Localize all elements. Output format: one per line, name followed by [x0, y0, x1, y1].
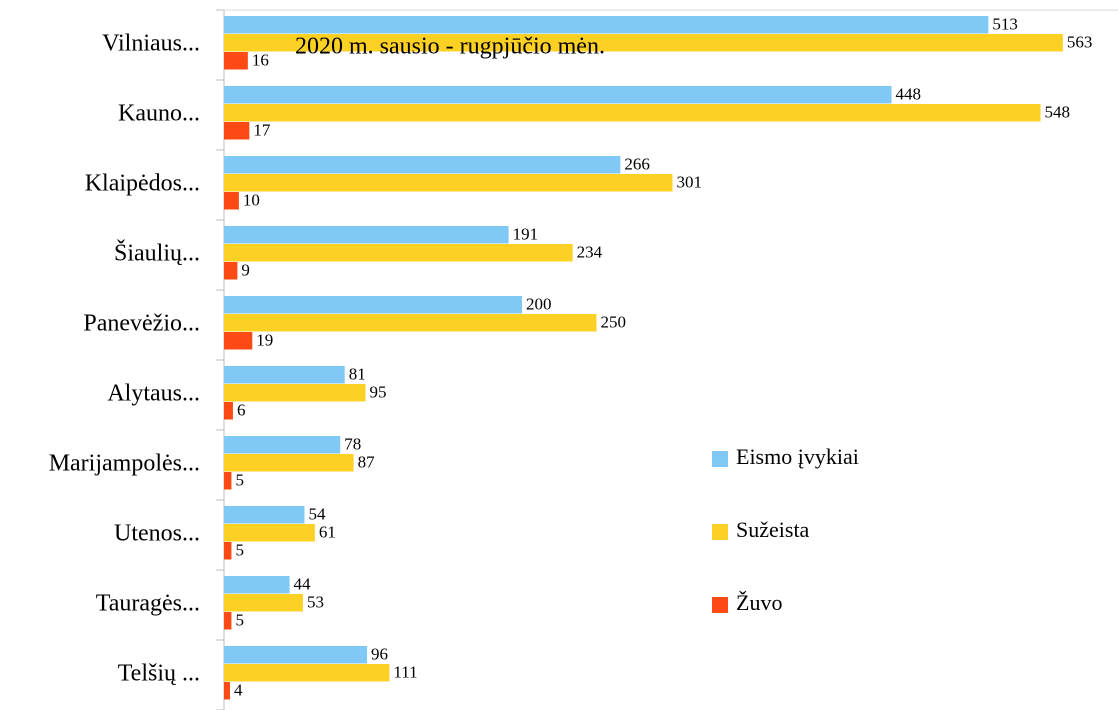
data-label: 54	[308, 505, 326, 524]
data-label: 111	[393, 663, 417, 682]
data-label: 10	[243, 191, 260, 210]
data-label: 44	[294, 575, 312, 594]
data-label: 448	[896, 85, 922, 104]
bar	[224, 594, 303, 612]
data-label: 548	[1045, 103, 1071, 122]
bar	[224, 226, 509, 244]
legend-swatch	[712, 451, 728, 467]
data-label: 234	[577, 243, 603, 262]
bar	[224, 104, 1041, 122]
data-label: 5	[235, 611, 244, 630]
data-label: 81	[349, 365, 366, 384]
bar	[224, 244, 573, 262]
data-label: 16	[252, 51, 269, 70]
y-tick-label: Telšių ...	[118, 661, 200, 687]
data-label: 61	[319, 523, 336, 542]
data-label: 53	[307, 593, 324, 612]
bar	[224, 34, 1063, 52]
data-label: 96	[371, 645, 388, 664]
bar	[224, 402, 233, 420]
data-label: 301	[676, 173, 702, 192]
y-tick-label: Klaipėdos...	[85, 171, 200, 197]
bar	[224, 682, 230, 700]
bar	[224, 314, 597, 332]
data-label: 87	[358, 453, 376, 472]
y-tick-label: Marijampolės...	[49, 451, 200, 477]
bar	[224, 122, 250, 140]
bar	[224, 16, 989, 34]
bar	[224, 524, 315, 542]
data-label: 250	[601, 313, 627, 332]
bar	[224, 384, 366, 402]
bar	[224, 192, 239, 210]
data-label: 19	[256, 331, 273, 350]
data-label: 4	[234, 681, 243, 700]
bar	[224, 576, 290, 594]
bar	[224, 296, 522, 314]
y-tick-label: Alytaus...	[107, 381, 200, 407]
legend-swatch	[712, 597, 728, 613]
data-label: 6	[237, 401, 246, 420]
legend-swatch	[712, 524, 728, 540]
bar	[224, 646, 368, 664]
bar	[224, 174, 673, 192]
data-label: 5	[235, 471, 244, 490]
y-tick-label: Šiaulių...	[114, 240, 200, 267]
bar	[224, 52, 248, 70]
data-label: 200	[526, 295, 552, 314]
bar	[224, 436, 341, 454]
y-tick-label: Kauno...	[118, 101, 200, 127]
data-label: 78	[344, 435, 361, 454]
bar	[224, 612, 232, 630]
bar	[224, 506, 305, 524]
legend-label: Sužeista	[736, 517, 810, 542]
legend-label: Žuvo	[736, 590, 782, 615]
data-label: 5	[235, 541, 244, 560]
chart-title: 2020 m. sausio - rugpjūčio mėn.	[295, 34, 605, 60]
data-label: 9	[241, 261, 250, 280]
data-label: 513	[992, 15, 1018, 34]
y-tick-label: Vilniaus...	[102, 31, 200, 57]
data-label: 17	[253, 121, 271, 140]
y-tick-label: Utenos...	[114, 521, 200, 547]
data-label: 95	[370, 383, 387, 402]
bar	[224, 542, 232, 560]
y-tick-label: Panevėžio...	[83, 311, 200, 337]
y-tick-label: Tauragės...	[96, 591, 200, 617]
data-label: 563	[1067, 33, 1093, 52]
data-label: 266	[624, 155, 650, 174]
bar	[224, 454, 354, 472]
bar	[224, 332, 253, 350]
bar	[224, 664, 390, 682]
bar	[224, 472, 232, 490]
bar	[224, 366, 345, 384]
data-label: 191	[513, 225, 539, 244]
bar	[224, 86, 892, 104]
bar	[224, 156, 621, 174]
bar	[224, 262, 238, 280]
legend-label: Eismo įvykiai	[736, 444, 859, 469]
